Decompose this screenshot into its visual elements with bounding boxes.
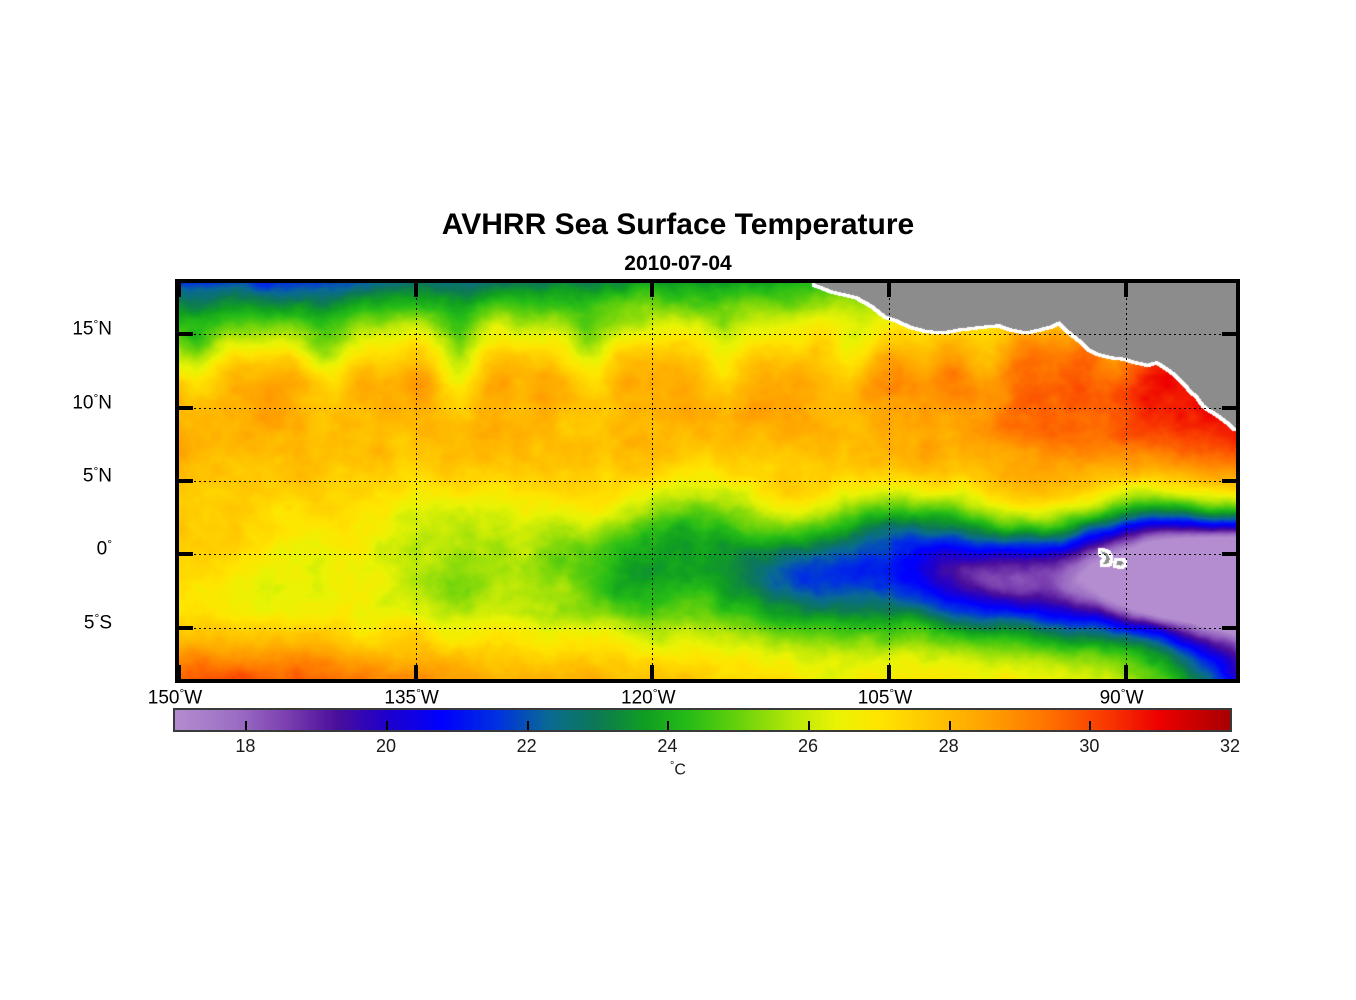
- degree-symbol: °: [1120, 686, 1126, 700]
- tick-lon-4-bottom: [1124, 665, 1128, 679]
- y-tick-hemisphere: N: [98, 465, 112, 487]
- tick-lat-0-right: [1222, 332, 1236, 336]
- y-tick-hemisphere: N: [98, 318, 112, 340]
- y-tick-hemisphere: N: [98, 392, 112, 414]
- tick-lat-3-right: [1222, 552, 1236, 556]
- tick-lat-0-left: [179, 332, 193, 336]
- colorbar-tick-label-0: 18: [235, 736, 256, 756]
- tick-lon-1-top: [414, 283, 418, 297]
- x-axis-tick-label-2: 120°W: [578, 686, 718, 710]
- colorbar-tick-0: [245, 721, 248, 730]
- gridline-lon-2: [652, 283, 653, 679]
- colorbar-tick-label-6: 30: [1079, 736, 1100, 756]
- tick-lon-4-top: [1124, 283, 1128, 297]
- y-tick-degrees: 5: [83, 612, 95, 634]
- tick-lon-1-bottom: [414, 665, 418, 679]
- tick-lat-1-right: [1222, 406, 1236, 410]
- x-tick-degrees: 135: [384, 687, 417, 709]
- y-axis-tick-label-3: 0°: [0, 537, 112, 561]
- figure-subtitle-date: 2010-07-04: [624, 252, 732, 275]
- tick-lon-2-bottom: [650, 665, 654, 679]
- degree-symbol: °: [94, 610, 100, 625]
- colorbar-tick-label-1: 20: [375, 736, 397, 756]
- x-axis-tick-label-1: 135°W: [342, 686, 482, 710]
- colorbar-gradient: [173, 708, 1232, 732]
- gridline-lat-3: [179, 554, 1236, 555]
- y-axis-tick-label-1: 10°N: [0, 391, 112, 415]
- y-tick-degrees: 15: [72, 318, 94, 340]
- degree-symbol: °: [670, 760, 675, 772]
- colorbar-tick-5: [948, 721, 951, 730]
- colorbar: [173, 708, 1232, 732]
- x-axis-tick-label-4: 90°W: [1052, 686, 1192, 710]
- gridline-lat-2: [179, 481, 1236, 482]
- tick-lat-1-left: [179, 406, 193, 410]
- tick-lat-2-right: [1222, 479, 1236, 483]
- y-tick-degrees: 10: [72, 392, 94, 414]
- y-tick-degrees: 5: [82, 465, 94, 487]
- y-axis-tick-label-0: 15°N: [0, 317, 112, 341]
- x-tick-hemisphere: W: [1125, 687, 1144, 709]
- colorbar-tick-label-7: 32: [1219, 736, 1241, 756]
- colorbar-unit-label: °C: [0, 760, 1356, 780]
- x-tick-hemisphere: W: [657, 687, 676, 709]
- y-tick-degrees: 0: [96, 538, 108, 560]
- x-axis-tick-label-3: 105°W: [815, 686, 955, 710]
- colorbar-tick-label-2: 22: [516, 736, 537, 756]
- tick-lon-2-top: [650, 283, 654, 297]
- gridline-lat-4: [179, 628, 1236, 629]
- degree-symbol: °: [889, 686, 895, 700]
- page-title: AVHRR Sea Surface Temperature: [441, 208, 915, 241]
- celsius-letter: C: [674, 761, 686, 779]
- gridline-lon-4: [1126, 283, 1127, 679]
- x-axis-tick-label-0: 150°W: [105, 686, 245, 710]
- x-tick-degrees: 150: [147, 687, 180, 709]
- colorbar-tick-4: [808, 721, 810, 730]
- colorbar-tick-3: [667, 721, 670, 730]
- x-tick-degrees: 120: [621, 687, 653, 709]
- colorbar-tick-label-4: 26: [797, 736, 819, 756]
- degree-symbol: °: [652, 686, 658, 700]
- x-tick-degrees: 90: [1099, 687, 1121, 709]
- gridline-lat-0: [179, 334, 1236, 335]
- degree-symbol: °: [93, 317, 99, 332]
- colorbar-tick-6: [1089, 721, 1092, 730]
- tick-lat-4-right: [1222, 626, 1236, 630]
- colorbar-tick-label-3: 24: [657, 736, 678, 756]
- tick-lon-3-top: [887, 283, 891, 297]
- y-axis-tick-label-2: 5°N: [0, 464, 112, 488]
- map-plot-area: [175, 279, 1240, 683]
- colorbar-tick-label-5: 28: [938, 736, 959, 756]
- tick-lon-0-bottom: [177, 665, 181, 679]
- degree-symbol: °: [179, 686, 185, 700]
- gridline-lon-1: [416, 283, 417, 679]
- gridline-lon-3: [889, 283, 890, 679]
- x-tick-hemisphere: W: [184, 687, 203, 709]
- colorbar-tick-2: [526, 721, 529, 730]
- y-tick-hemisphere: S: [99, 612, 112, 634]
- tick-lat-2-left: [179, 479, 193, 483]
- tick-lon-0-top: [177, 283, 181, 297]
- degree-symbol: °: [107, 537, 112, 552]
- tick-lon-3-bottom: [887, 665, 891, 679]
- x-tick-hemisphere: W: [420, 687, 439, 709]
- colorbar-tick-1: [386, 721, 388, 730]
- degree-symbol: °: [416, 686, 421, 700]
- x-tick-degrees: 105: [857, 687, 890, 709]
- y-axis-tick-label-4: 5°S: [0, 611, 112, 635]
- gridline-lat-1: [179, 408, 1236, 409]
- x-tick-hemisphere: W: [894, 687, 913, 709]
- degree-symbol: °: [93, 464, 99, 478]
- degree-symbol: °: [93, 390, 99, 405]
- tick-lat-4-left: [179, 626, 193, 630]
- tick-lat-3-left: [179, 552, 193, 556]
